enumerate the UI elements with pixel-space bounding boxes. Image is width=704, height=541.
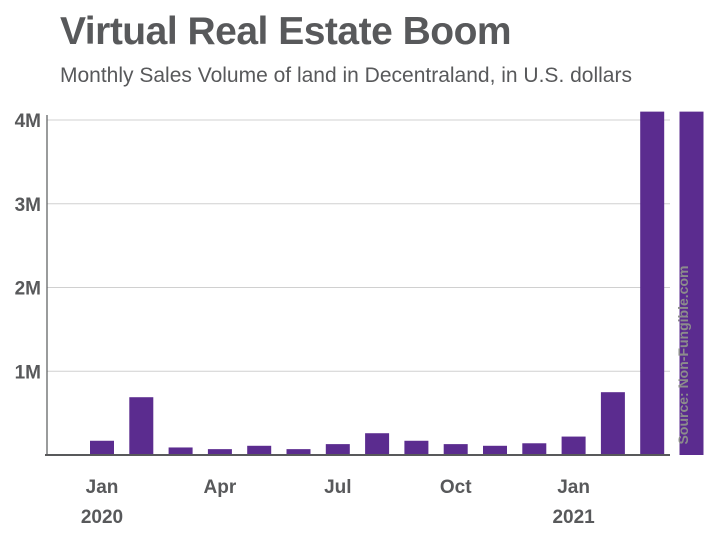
bar — [522, 443, 547, 455]
x-tick-label: Oct — [440, 477, 472, 498]
x-tick-label: Apr — [204, 477, 237, 498]
bar — [404, 440, 429, 455]
bar — [207, 449, 232, 455]
x-tick-year-label: 2021 — [552, 507, 595, 528]
bar — [90, 440, 114, 455]
bar — [247, 445, 272, 455]
chart-title: Virtual Real Estate Boom — [60, 10, 512, 53]
chart-subtitle: Monthly Sales Volume of land in Decentra… — [60, 64, 632, 87]
bar — [443, 444, 468, 455]
y-tick-label: 2M — [15, 279, 41, 300]
y-tick-label: 1M — [15, 362, 41, 383]
bar — [679, 111, 704, 455]
bar — [483, 445, 507, 455]
bar — [561, 436, 586, 455]
y-tick-label: 4M — [15, 111, 41, 132]
bar — [365, 433, 390, 455]
bar — [325, 444, 350, 455]
bar — [600, 392, 625, 455]
x-tick-label: Jan — [86, 477, 119, 498]
x-tick-label: Jan — [557, 477, 590, 498]
bar — [286, 449, 311, 455]
y-tick-label: 3M — [15, 195, 41, 216]
bar — [640, 111, 665, 455]
bar — [129, 397, 154, 455]
source-note: Source: Non-Fungible.com — [675, 266, 691, 445]
x-tick-year-label: 2020 — [81, 507, 123, 528]
bar — [168, 447, 193, 455]
x-tick-label: Jul — [324, 477, 351, 498]
